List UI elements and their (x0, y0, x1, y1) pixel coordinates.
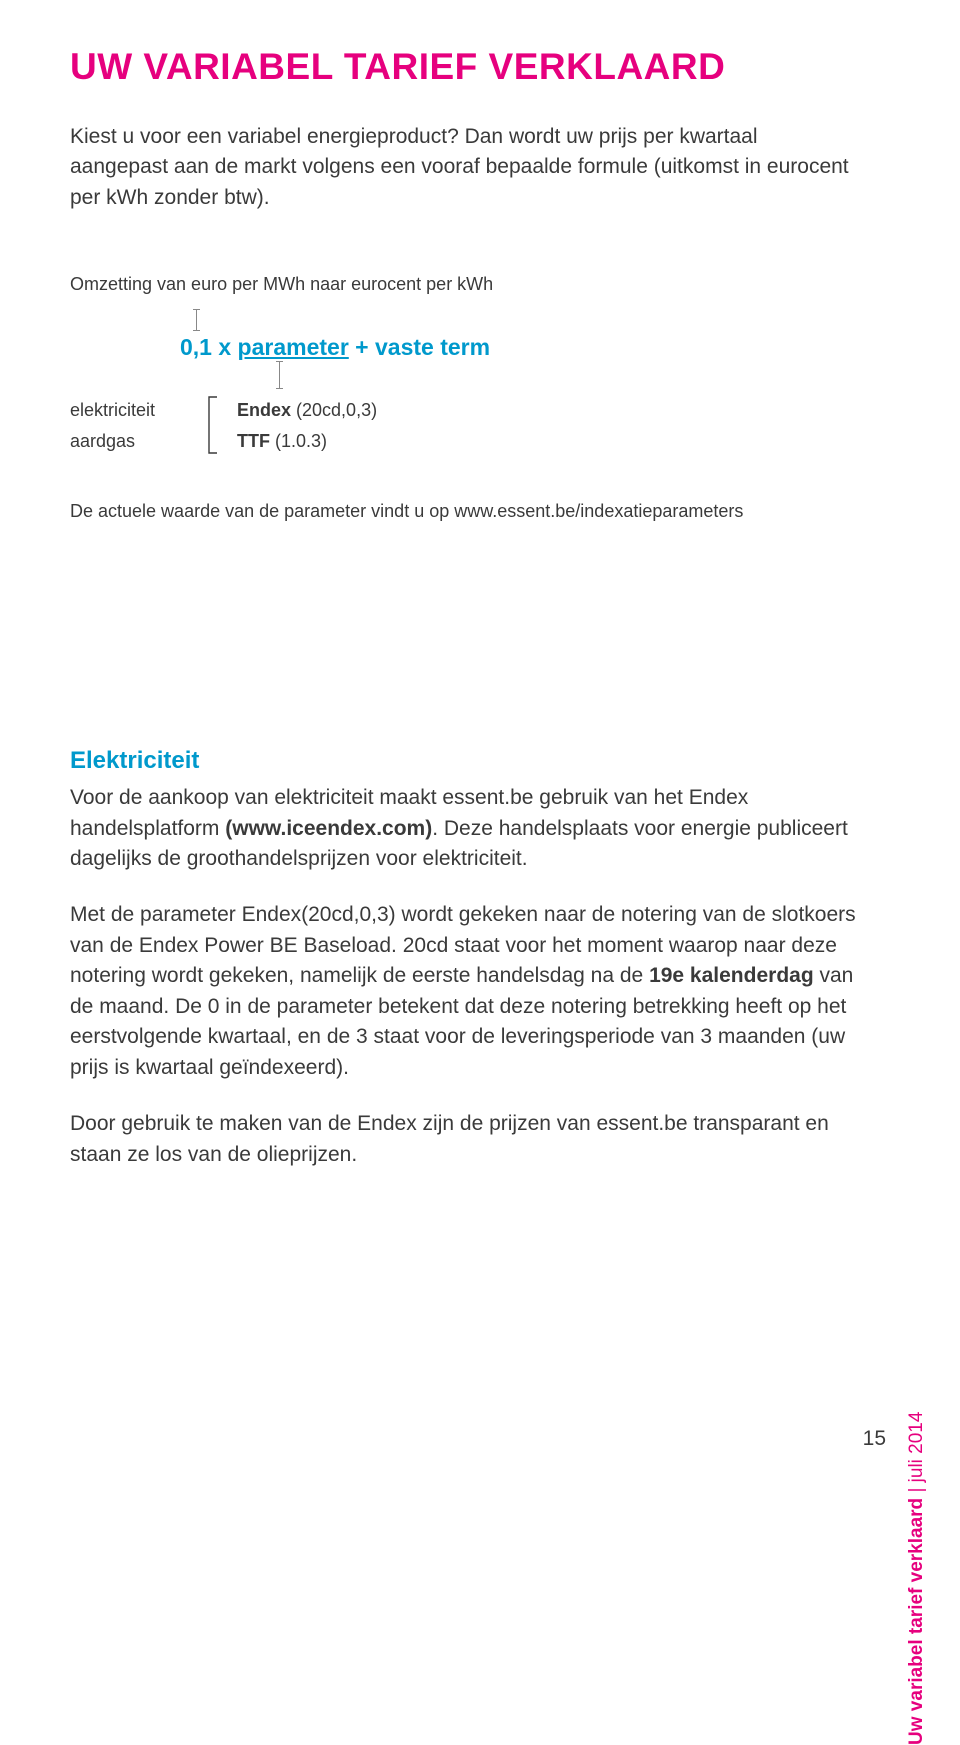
intro-paragraph: Kiest u voor een variabel energieproduct… (70, 122, 850, 213)
page-number: 15 (863, 1424, 886, 1454)
parameter-table: elektriciteit aardgas Endex (20cd,0,3) T… (70, 395, 870, 456)
parameter-note: De actuele waarde van de parameter vindt… (70, 498, 870, 524)
formula-suffix: + vaste term (349, 334, 490, 360)
formula-prefix: 0,1 x (180, 334, 238, 360)
diagram-caption: Omzetting van euro per MWh naar eurocent… (70, 271, 870, 297)
elec-paragraph-3: Door gebruik te maken van de Endex zijn … (70, 1109, 860, 1170)
elec-paragraph-1: Voor de aankoop van elektriciteit maakt … (70, 783, 860, 874)
bracket-icon (205, 395, 223, 456)
param-row-right: TTF (1.0.3) (237, 426, 377, 457)
formula-parameter: parameter (238, 334, 349, 360)
side-vertical-label: Uw variabel tarief verklaard | juli 2014 (902, 1412, 930, 1745)
section-heading-elektriciteit: Elektriciteit (70, 744, 870, 779)
param-row-right: Endex (20cd,0,3) (237, 395, 377, 426)
elec-paragraph-2: Met de parameter Endex(20cd,0,3) wordt g… (70, 900, 860, 1083)
page-title: UW VARIABEL TARIEF VERKLAARD (70, 40, 870, 94)
connector-line-top (196, 309, 197, 331)
param-row-left: aardgas (70, 426, 205, 457)
formula-diagram: 0,1 x parameter + vaste term (70, 313, 870, 373)
connector-line-bottom (279, 361, 280, 389)
param-row-left: elektriciteit (70, 395, 205, 426)
